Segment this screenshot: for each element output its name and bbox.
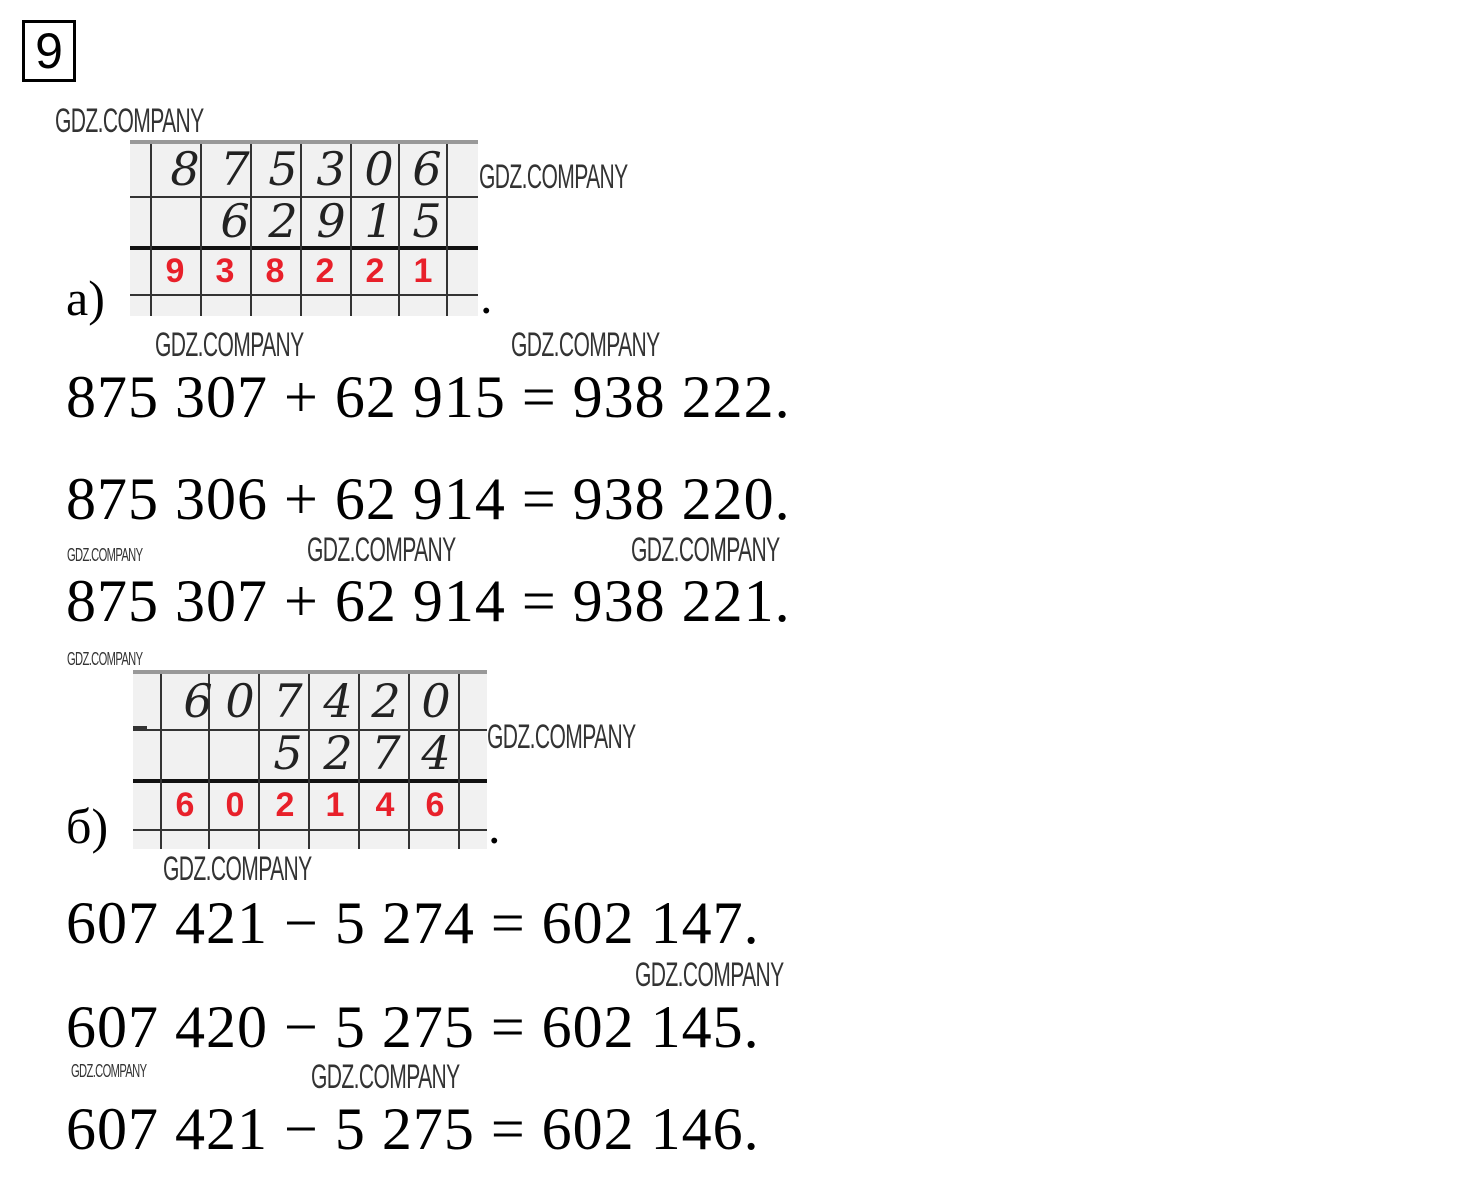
watermark: GDZ.COMPANY: [163, 850, 312, 888]
digit: 4: [421, 726, 451, 780]
digit: 6: [412, 142, 442, 196]
watermark: GDZ.COMPANY: [155, 326, 304, 364]
digit: 7: [273, 674, 303, 728]
digit: 6: [220, 194, 250, 248]
digit: 1: [364, 194, 394, 248]
result-digit: 0: [225, 786, 245, 824]
result-digit: 8: [265, 252, 285, 290]
watermark: GDZ.COMPANY: [67, 545, 143, 565]
result-digit: 6: [425, 786, 445, 824]
digit: 8: [170, 142, 200, 196]
digit: 4: [323, 674, 353, 728]
part-a-label: а): [66, 270, 105, 326]
equation: 875 307 + 62 914 = 938 221.: [66, 568, 791, 634]
equation: 607 421 − 5 274 = 602 147.: [66, 890, 760, 956]
digit: 7: [220, 142, 250, 196]
watermark: GDZ.COMPANY: [71, 1061, 147, 1081]
digit: 5: [268, 142, 298, 196]
part-b-label: б): [66, 798, 109, 854]
task-number: 9: [22, 20, 76, 82]
watermark: GDZ.COMPANY: [487, 718, 636, 756]
result-digit: 9: [165, 252, 185, 290]
watermark: GDZ.COMPANY: [67, 649, 143, 669]
digit: 2: [371, 674, 401, 728]
digit: 6: [183, 674, 213, 728]
digit: 2: [323, 726, 353, 780]
result-digit: 3: [215, 252, 235, 290]
equation: 607 421 − 5 275 = 602 146.: [66, 1096, 760, 1162]
watermark: GDZ.COMPANY: [479, 158, 628, 196]
watermark: GDZ.COMPANY: [511, 326, 660, 364]
digit: 2: [268, 194, 298, 248]
result-digit: 6: [175, 786, 195, 824]
watermark: GDZ.COMPANY: [311, 1058, 460, 1096]
result-digit: 2: [315, 252, 335, 290]
equation: 607 420 − 5 275 = 602 145.: [66, 994, 760, 1060]
digit: 9: [316, 194, 346, 248]
result-digit: 2: [275, 786, 295, 824]
result-digit: 1: [413, 252, 433, 290]
digit: 5: [273, 726, 303, 780]
digit: 0: [421, 674, 451, 728]
column-addition-image: 8 7 5 3 0 6 6 2 9 1 5 9 3 8 2 2 1: [130, 140, 478, 316]
digit: 7: [371, 726, 401, 780]
watermark: GDZ.COMPANY: [635, 956, 784, 994]
result-digit: 2: [365, 252, 385, 290]
watermark: GDZ.COMPANY: [307, 531, 456, 569]
watermark: GDZ.COMPANY: [631, 531, 780, 569]
digit: 5: [412, 194, 442, 248]
digit: 3: [316, 142, 346, 196]
period: .: [480, 268, 493, 324]
digit: 0: [225, 674, 255, 728]
result-digit: 4: [375, 786, 395, 824]
period: .: [488, 798, 501, 854]
result-digit: 1: [325, 786, 345, 824]
digit: 0: [364, 142, 394, 196]
equation: 875 307 + 62 915 = 938 222.: [66, 364, 791, 430]
equation: 875 306 + 62 914 = 938 220.: [66, 466, 791, 532]
column-subtraction-image: 6 0 7 4 2 0 5 2 7 4 6 0 2 1 4 6: [133, 670, 487, 849]
watermark: GDZ.COMPANY: [55, 102, 204, 140]
